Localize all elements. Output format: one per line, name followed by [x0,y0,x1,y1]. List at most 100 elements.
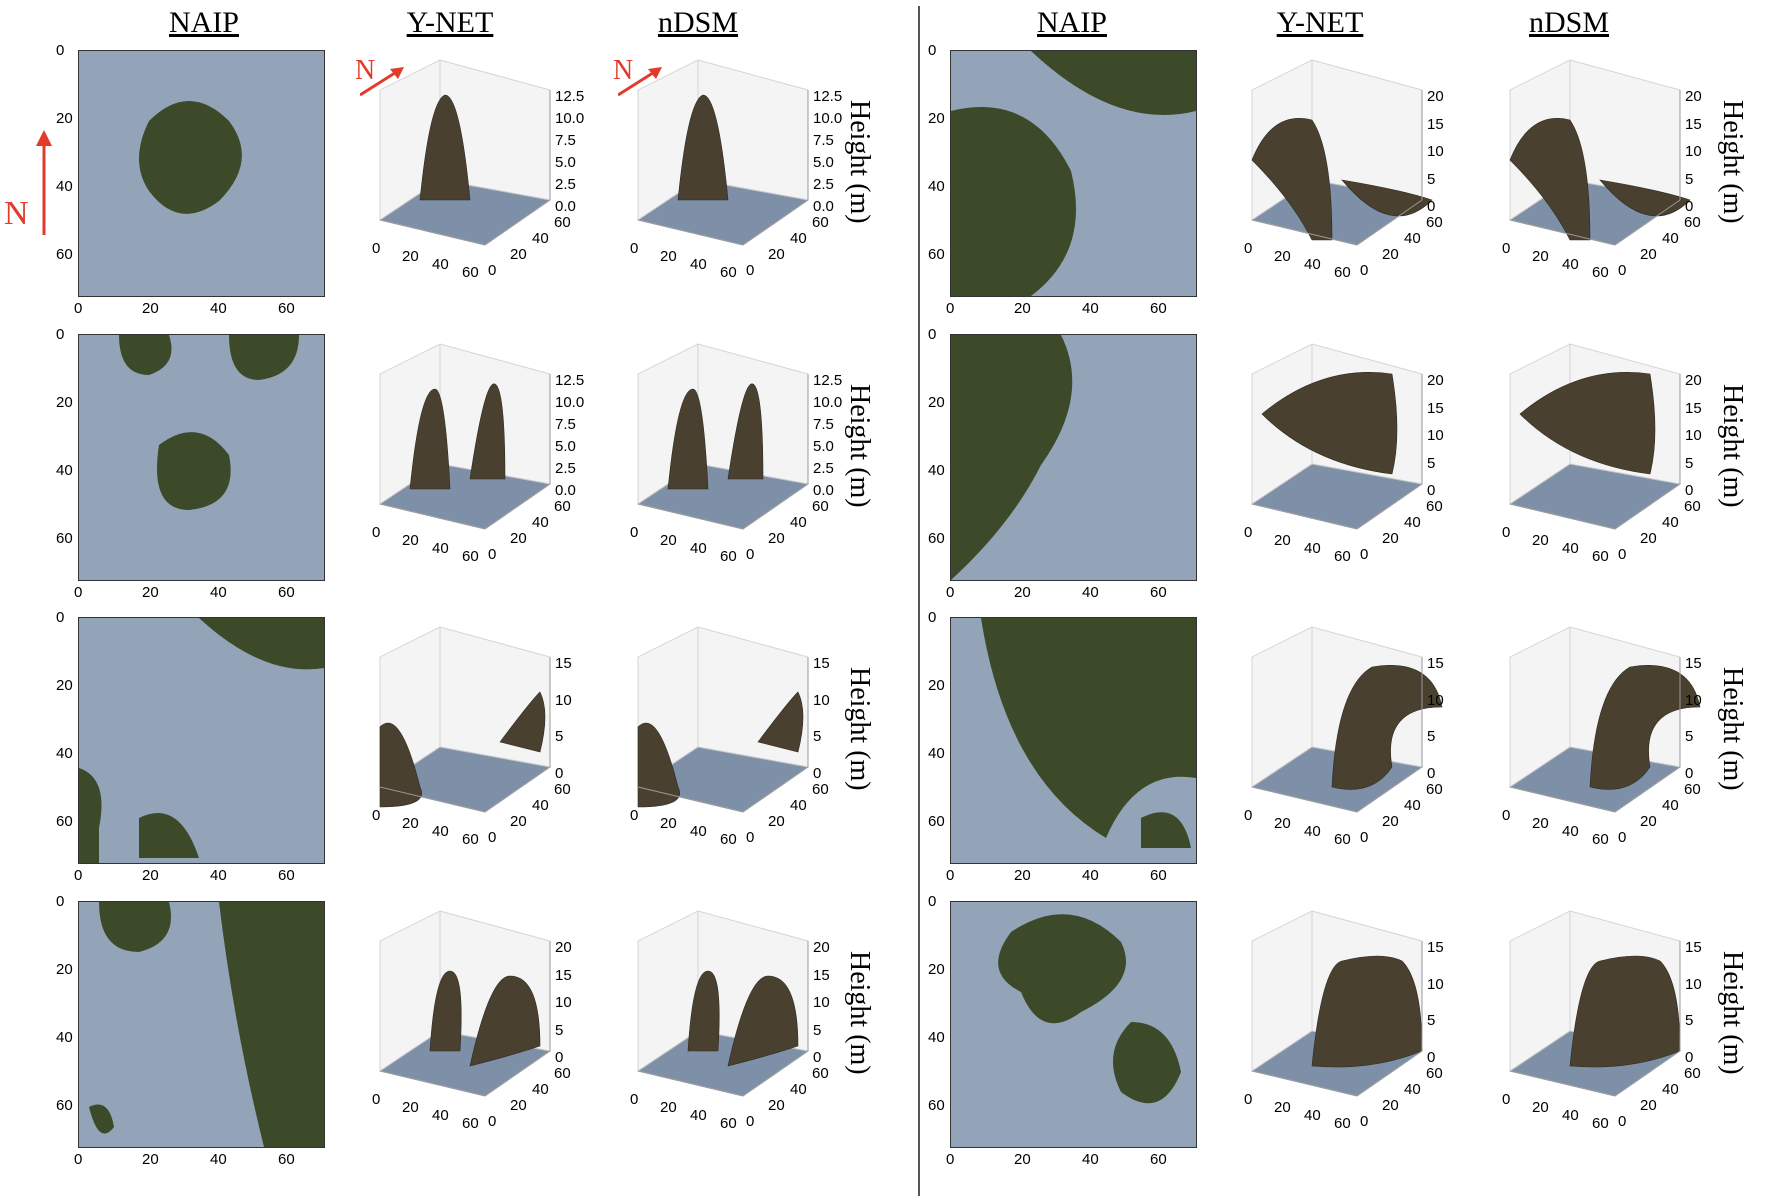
y-tick-label: 40 [532,514,549,531]
x-tick-label: 20 [142,584,159,601]
x-tick-label: 0 [74,584,83,601]
surface-plot-3d [618,901,838,1151]
y-tick-label: 20 [56,961,73,978]
z-tick-label: 15 [1427,655,1444,672]
x-tick-label: 20 [142,867,159,884]
x-tick-label: 60 [1150,867,1167,884]
y-tick-label: 60 [812,498,829,515]
x-tick-label: 0 [74,300,83,317]
y-tick-label: 40 [790,1081,807,1098]
y-tick-label: 0 [488,829,497,846]
x-tick-label: 20 [1014,1151,1031,1168]
x-tick-label: 60 [720,1115,737,1132]
column-header: NAIP [168,6,239,39]
z-tick-label: 10 [1427,427,1444,444]
x-tick-label: 40 [432,540,449,557]
y-tick-label: 40 [928,1029,945,1046]
z-tick-label: 10 [1685,143,1702,160]
z-tick-label: 0 [1427,765,1436,782]
y-tick-label: 20 [1382,530,1399,547]
x-tick-label: 20 [1274,815,1291,832]
y-tick-label: 60 [928,246,945,263]
z-tick-label: 10.0 [555,394,585,411]
z-tick-label: 10.0 [813,394,843,411]
x-tick-label: 0 [372,240,381,257]
y-tick-label: 40 [1404,797,1421,814]
z-tick-label: 12.5 [813,88,843,105]
y-tick-label: 0 [56,609,65,626]
z-tick-label: 0 [1427,482,1436,499]
x-tick-label: 40 [690,823,707,840]
z-tick-label: 20 [1427,88,1444,105]
surface-plot-3d [360,334,580,584]
y-tick-label: 20 [510,813,527,830]
z-tick-label: 0 [1685,482,1694,499]
y-tick-label: 60 [554,781,571,798]
x-tick-label: 20 [1014,300,1031,317]
z-tick-label: 5.0 [813,438,834,455]
y-tick-label: 0 [1618,546,1627,563]
z-tick-label: 12.5 [555,372,585,389]
naip-image [78,617,325,864]
z-tick-label: 15 [813,966,830,984]
y-tick-label: 20 [510,246,527,263]
north-label: N [355,55,376,86]
y-tick-label: 40 [928,745,945,762]
surface-plot-3d [1232,617,1452,867]
x-tick-label: 40 [690,1107,707,1124]
x-tick-label: 0 [1244,807,1253,824]
column-header: NAIP [1036,6,1107,39]
x-tick-label: 60 [720,831,737,848]
y-tick-label: 20 [928,110,945,127]
y-tick-label: 0 [1618,1113,1627,1130]
x-tick-label: 0 [946,1151,955,1168]
y-tick-label: 60 [812,214,829,231]
y-tick-label: 60 [554,498,571,515]
z-tick-label: 5 [1427,728,1436,746]
y-tick-label: 0 [1618,829,1627,846]
z-tick-label: 5 [1427,454,1436,472]
x-tick-label: 40 [432,256,449,273]
x-tick-label: 0 [1502,1091,1511,1108]
x-tick-label: 0 [630,1091,639,1108]
y-tick-label: 0 [746,1113,755,1130]
surface-plot-3d [1490,901,1710,1151]
surface-plot-3d [360,50,580,300]
z-tick-label: 10 [1685,427,1702,444]
y-tick-label: 20 [1640,530,1657,547]
y-tick-label: 0 [928,893,937,910]
column-header: Y-NET [1276,6,1364,39]
x-tick-label: 40 [1562,540,1579,557]
x-tick-label: 0 [74,1151,83,1168]
x-tick-label: 60 [278,1151,295,1168]
z-tick-label: 5 [1427,170,1436,188]
x-tick-label: 60 [462,548,479,565]
north-arrow: N [613,55,662,97]
y-tick-label: 40 [1404,230,1421,247]
y-tick-label: 40 [532,1081,549,1098]
x-tick-label: 20 [402,815,419,832]
x-tick-label: 20 [402,1099,419,1116]
surface-plot-3d [618,50,838,300]
y-tick-label: 60 [1426,781,1443,798]
z-tick-label: 15 [1427,939,1444,956]
z-tick-label: 7.5 [555,132,576,149]
y-tick-label: 20 [768,813,785,830]
z-tick-label: 15 [1685,939,1702,956]
y-tick-label: 20 [928,961,945,978]
y-tick-label: 0 [1360,546,1369,563]
north-label: N [613,55,634,86]
z-tick-label: 15 [1685,655,1702,672]
x-tick-label: 60 [1592,264,1609,281]
y-tick-label: 60 [56,246,73,263]
z-tick-label: 10 [813,691,830,709]
x-tick-label: 60 [462,831,479,848]
x-tick-label: 0 [630,524,639,541]
y-tick-label: 60 [56,813,73,830]
y-tick-label: 20 [768,246,785,263]
y-tick-label: 0 [928,326,937,343]
z-tick-label: 2.5 [555,460,576,477]
y-tick-label: 40 [790,230,807,247]
y-tick-label: 0 [56,326,65,343]
y-tick-label: 40 [56,462,73,479]
